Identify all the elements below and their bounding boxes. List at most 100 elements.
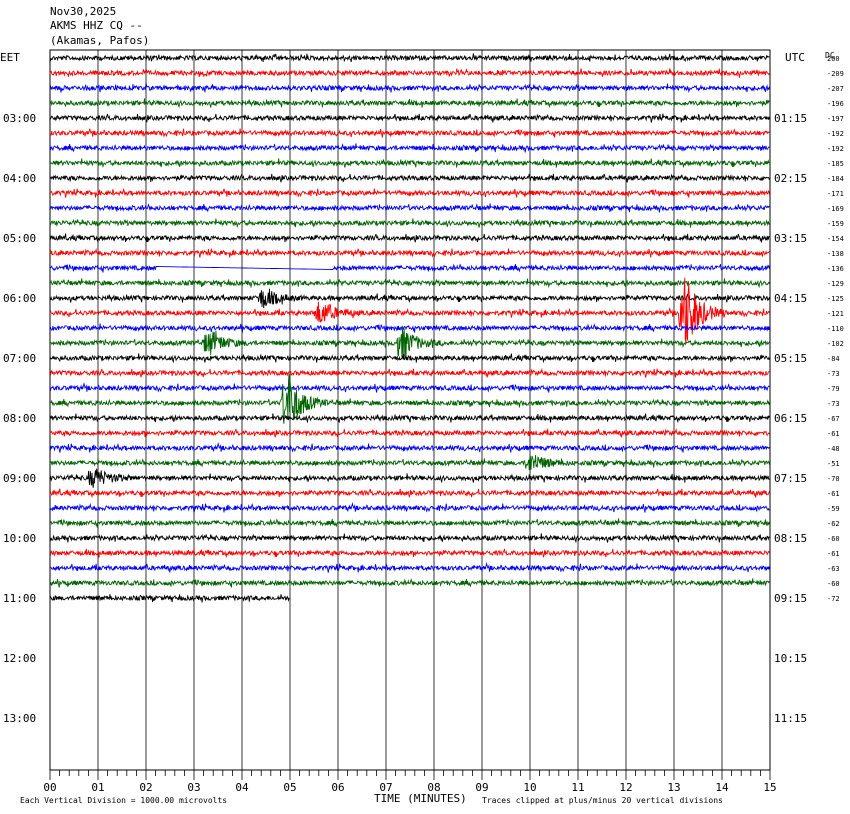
trace-row-35 <box>49 578 770 588</box>
left-hour-label: 08:00 <box>3 412 36 425</box>
dc-offset-label: -197 <box>827 115 844 123</box>
dc-offset-label: -48 <box>827 445 840 453</box>
x-tick-label: 12 <box>619 781 632 794</box>
trace-row-6 <box>49 143 770 153</box>
dc-offset-label: -196 <box>827 100 844 108</box>
trace-row-32 <box>49 533 770 544</box>
trace-row-29 <box>49 488 770 499</box>
dc-offset-label: -61 <box>827 490 840 498</box>
left-tz-label: EET <box>0 51 20 64</box>
trace-row-17 <box>49 277 770 344</box>
dc-offset-label: -102 <box>827 340 844 348</box>
dc-offset-label: -51 <box>827 460 840 468</box>
x-tick-label: 10 <box>523 781 536 794</box>
x-tick-label: 13 <box>667 781 680 794</box>
right-hour-label: 01:15 <box>774 112 807 125</box>
x-tick-label: 05 <box>283 781 296 794</box>
trace-row-7 <box>49 158 770 169</box>
dc-offset-label: -209 <box>827 70 844 78</box>
dc-offset-label: -70 <box>827 475 840 483</box>
trace-row-5 <box>50 128 770 138</box>
trace-row-19 <box>50 325 770 360</box>
trace-row-20 <box>49 353 770 364</box>
dc-offset-label: -169 <box>827 205 844 213</box>
trace-row-30 <box>49 501 770 513</box>
right-hour-label: 07:15 <box>774 472 807 485</box>
trace-row-16 <box>49 288 770 309</box>
trace-row-13 <box>49 247 770 258</box>
trace-row-0 <box>49 53 770 63</box>
trace-row-8 <box>49 173 770 183</box>
left-hour-label: 06:00 <box>3 292 36 305</box>
trace-row-27 <box>49 454 770 471</box>
x-tick-label: 02 <box>139 781 152 794</box>
dc-offset-label: -110 <box>827 325 844 333</box>
dc-offset-label: 200 <box>827 55 840 63</box>
trace-row-24 <box>49 413 770 424</box>
x-tick-label: 07 <box>379 781 392 794</box>
right-tz-label: UTC <box>785 51 805 64</box>
right-hour-label: 08:15 <box>774 532 807 545</box>
dc-offset-label: -61 <box>827 550 840 558</box>
dc-offset-label: -73 <box>827 370 840 378</box>
right-hour-label: 05:15 <box>774 352 807 365</box>
trace-row-9 <box>49 188 770 198</box>
trace-row-34 <box>49 561 770 573</box>
header-location: (Akamas, Pafos) <box>50 34 150 47</box>
trace-row-31 <box>49 518 770 528</box>
dc-offset-label: -63 <box>827 565 840 573</box>
footer-scale-note: Each Vertical Division = 1000.00 microvo… <box>20 796 228 805</box>
dc-offset-label: -62 <box>827 520 840 528</box>
dc-offset-label: -184 <box>827 175 844 183</box>
right-hour-label: 11:15 <box>774 712 807 725</box>
left-hour-label: 03:00 <box>3 112 36 125</box>
x-tick-label: 08 <box>427 781 440 794</box>
header-station: AKMS HHZ CQ -- <box>50 19 143 32</box>
dc-offset-label: -192 <box>827 145 844 153</box>
trace-row-26 <box>49 441 770 453</box>
x-tick-label: 04 <box>235 781 249 794</box>
dc-offset-label: -136 <box>827 265 844 273</box>
dc-label: DC <box>825 51 835 60</box>
dc-offset-label: -159 <box>827 220 844 228</box>
x-tick-label: 06 <box>331 781 344 794</box>
dc-offset-label: -72 <box>827 595 840 603</box>
x-tick-label: 15 <box>763 781 776 794</box>
footer-clip-note: Traces clipped at plus/minus 20 vertical… <box>482 796 723 805</box>
dc-offset-label: -125 <box>827 295 844 303</box>
left-hour-label: 10:00 <box>3 532 36 545</box>
left-hour-label: 11:00 <box>3 592 36 605</box>
dc-offset-label: -59 <box>827 505 840 513</box>
dc-offset-label: -121 <box>827 310 844 318</box>
left-hour-label: 13:00 <box>3 712 36 725</box>
left-hour-label: 05:00 <box>3 232 36 245</box>
dc-offset-label: -171 <box>827 190 844 198</box>
trace-row-18 <box>49 323 770 333</box>
dc-offset-label: -185 <box>827 160 844 168</box>
trace-row-3 <box>49 98 770 109</box>
header-date: Nov30,2025 <box>50 5 117 18</box>
left-hour-label: 12:00 <box>3 652 36 665</box>
left-hour-label: 09:00 <box>3 472 36 485</box>
trace-row-33 <box>49 548 770 559</box>
dc-offset-label: -79 <box>827 385 840 393</box>
dc-offset-label: -60 <box>827 580 840 588</box>
trace-row-2 <box>49 83 770 94</box>
dc-offset-label: -154 <box>827 235 844 243</box>
right-hour-label: 06:15 <box>774 412 807 425</box>
trace-row-21 <box>49 367 770 378</box>
x-axis-title: TIME (MINUTES) <box>374 792 467 805</box>
right-hour-label: 10:15 <box>774 652 807 665</box>
left-hour-label: 07:00 <box>3 352 36 365</box>
dc-offset-label: -138 <box>827 250 844 258</box>
trace-row-22 <box>49 381 770 393</box>
trace-row-11 <box>49 218 770 229</box>
dc-offset-label: -60 <box>827 535 840 543</box>
trace-row-1 <box>49 68 770 78</box>
x-tick-label: 11 <box>571 781 584 794</box>
trace-row-36 <box>49 594 290 603</box>
trace-row-14 <box>49 263 770 273</box>
right-hour-label: 03:15 <box>774 232 807 245</box>
dc-offset-label: -67 <box>827 415 840 423</box>
